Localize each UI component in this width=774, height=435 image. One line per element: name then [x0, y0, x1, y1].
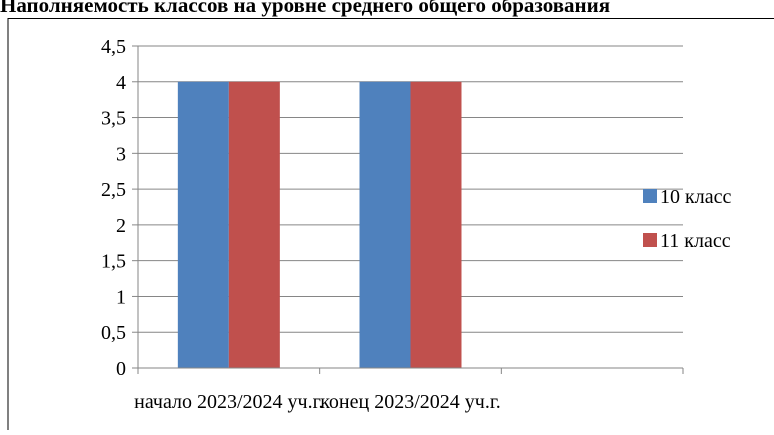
chart-area: 0 0,5 1 1,5 2 2,5 3 3,5 4 4,5 начало 2023/2024 уч.… — [0, 18, 774, 430]
y-tick-label: 0 — [116, 358, 126, 380]
legend-swatch — [643, 233, 657, 247]
bar — [177, 81, 229, 369]
x-tick-label: начало 2023/2024 уч.г. — [134, 391, 323, 413]
legend-swatch — [643, 189, 657, 203]
legend-label: 11 класс — [660, 230, 731, 252]
chart-title: Наполняемость классов на уровне среднего… — [0, 0, 611, 17]
x-tick-label: конец 2023/2024 уч.г. — [320, 391, 501, 413]
legend-label: 10 класс — [660, 186, 731, 208]
bar — [228, 81, 280, 369]
y-tick-label: 0,5 — [101, 322, 126, 344]
y-tick-label: 1 — [116, 286, 126, 308]
y-tick-label: 2,5 — [101, 179, 126, 201]
bar-chart: 0 0,5 1 1,5 2 2,5 3 3,5 4 4,5 начало 2023/2024 уч.… — [7, 18, 774, 430]
y-tick-label: 3 — [116, 143, 126, 165]
y-tick-label: 4,5 — [101, 36, 126, 58]
y-tick-label: 2 — [116, 215, 126, 237]
bar — [410, 81, 462, 369]
y-tick-label: 3,5 — [101, 108, 126, 130]
y-tick-label: 4 — [116, 72, 126, 94]
bar — [359, 81, 411, 369]
y-tick-label: 1,5 — [101, 251, 126, 273]
